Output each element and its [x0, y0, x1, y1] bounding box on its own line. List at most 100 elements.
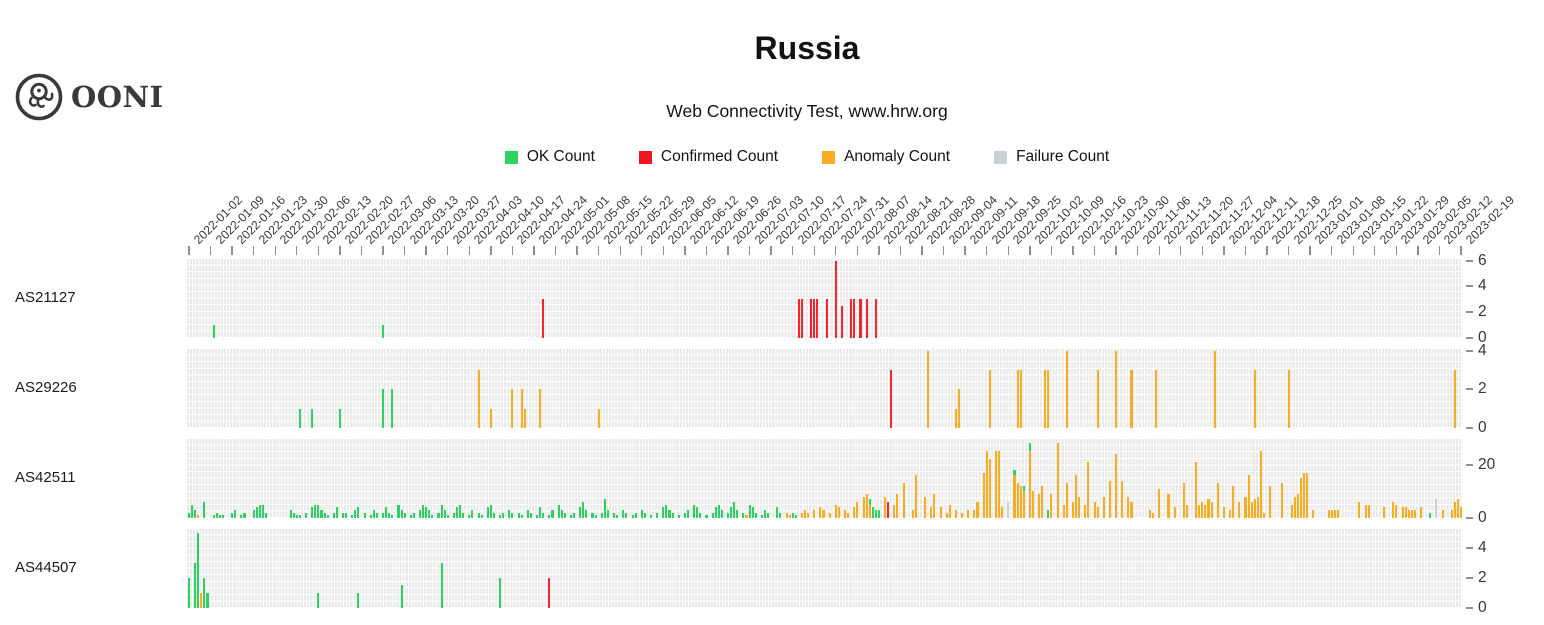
bar[interactable] [727, 512, 730, 518]
bar[interactable] [1336, 510, 1339, 518]
bar[interactable] [529, 512, 532, 518]
bar[interactable] [1130, 370, 1133, 428]
bar[interactable] [874, 510, 877, 518]
bar[interactable] [1087, 462, 1090, 518]
bar[interactable] [320, 510, 323, 518]
bar[interactable] [305, 512, 308, 518]
bar[interactable] [730, 507, 733, 518]
bar[interactable] [480, 515, 483, 518]
bar[interactable] [1084, 504, 1087, 518]
bar[interactable] [1404, 507, 1407, 518]
bar[interactable] [1367, 504, 1370, 518]
bar[interactable] [1392, 502, 1395, 518]
bar[interactable] [597, 408, 600, 428]
bar[interactable] [662, 507, 665, 518]
bar[interactable] [323, 512, 326, 518]
bar[interactable] [1173, 507, 1176, 518]
bar[interactable] [462, 512, 465, 518]
bar[interactable] [1302, 472, 1306, 518]
bar[interactable] [1238, 502, 1241, 518]
bar[interactable] [776, 507, 779, 518]
bar[interactable] [791, 512, 794, 518]
bar[interactable] [351, 515, 354, 518]
bar[interactable] [1253, 370, 1256, 428]
bar[interactable] [400, 510, 403, 518]
bar[interactable] [1155, 370, 1158, 428]
bar[interactable] [1296, 494, 1299, 518]
bar[interactable] [511, 389, 514, 428]
bar[interactable] [191, 504, 194, 518]
bar[interactable] [600, 512, 603, 518]
bar[interactable] [391, 389, 394, 428]
bar[interactable] [717, 504, 720, 518]
bar[interactable] [988, 459, 991, 518]
bar[interactable] [539, 389, 542, 428]
bar[interactable] [884, 496, 887, 518]
bar[interactable] [1108, 480, 1111, 518]
bar[interactable] [840, 305, 844, 338]
bar[interactable] [665, 504, 668, 518]
bar[interactable] [397, 504, 400, 518]
bar[interactable] [1152, 512, 1155, 518]
bar[interactable] [548, 515, 551, 518]
bar[interactable] [945, 512, 948, 518]
bar[interactable] [486, 507, 489, 518]
bar[interactable] [542, 512, 545, 518]
bar[interactable] [961, 512, 964, 518]
bar[interactable] [890, 370, 893, 428]
bar[interactable] [1016, 483, 1019, 518]
bar[interactable] [1450, 510, 1453, 518]
bar[interactable] [579, 507, 582, 518]
bar[interactable] [354, 510, 357, 518]
bar[interactable] [874, 299, 877, 338]
bar[interactable] [911, 510, 914, 518]
bar[interactable] [847, 512, 850, 518]
bar[interactable] [1330, 510, 1333, 518]
bar[interactable] [1259, 451, 1262, 518]
bar[interactable] [477, 512, 480, 518]
bar[interactable] [896, 494, 899, 518]
bar[interactable] [939, 507, 942, 518]
bar[interactable] [188, 577, 191, 608]
bar[interactable] [499, 577, 502, 608]
bar[interactable] [804, 510, 807, 518]
bar[interactable] [391, 515, 394, 518]
bar[interactable] [431, 515, 434, 518]
bar-segment[interactable] [868, 499, 871, 505]
bar[interactable] [671, 512, 674, 518]
bar[interactable] [1244, 496, 1247, 518]
bar[interactable] [822, 510, 825, 518]
bar[interactable] [215, 512, 218, 518]
bar[interactable] [372, 510, 375, 518]
bar[interactable] [234, 510, 237, 518]
bar[interactable] [357, 507, 360, 518]
bar[interactable] [954, 408, 957, 428]
bar[interactable] [446, 515, 449, 518]
bar[interactable] [699, 512, 702, 518]
bar[interactable] [1287, 370, 1290, 428]
bar[interactable] [794, 515, 797, 518]
bar[interactable] [1250, 502, 1253, 518]
bar[interactable] [924, 496, 927, 518]
bar[interactable] [520, 389, 523, 428]
bar[interactable] [382, 325, 385, 338]
bar[interactable] [1358, 502, 1361, 518]
bar[interactable] [837, 507, 840, 518]
bar[interactable] [317, 592, 320, 608]
bar[interactable] [338, 408, 341, 428]
bar[interactable] [1102, 496, 1105, 518]
bar[interactable] [508, 510, 511, 518]
bar[interactable] [1019, 486, 1022, 518]
bar[interactable] [631, 515, 634, 518]
bar[interactable] [1210, 502, 1213, 518]
bar[interactable] [452, 512, 455, 518]
bar[interactable] [1281, 483, 1284, 518]
bar[interactable] [1229, 510, 1232, 518]
bar[interactable] [1327, 510, 1330, 518]
bar[interactable] [1047, 510, 1050, 518]
bar[interactable] [973, 510, 976, 518]
bar[interactable] [1198, 504, 1201, 518]
bar[interactable] [1028, 451, 1031, 518]
bar[interactable] [622, 510, 625, 518]
bar[interactable] [834, 504, 837, 518]
